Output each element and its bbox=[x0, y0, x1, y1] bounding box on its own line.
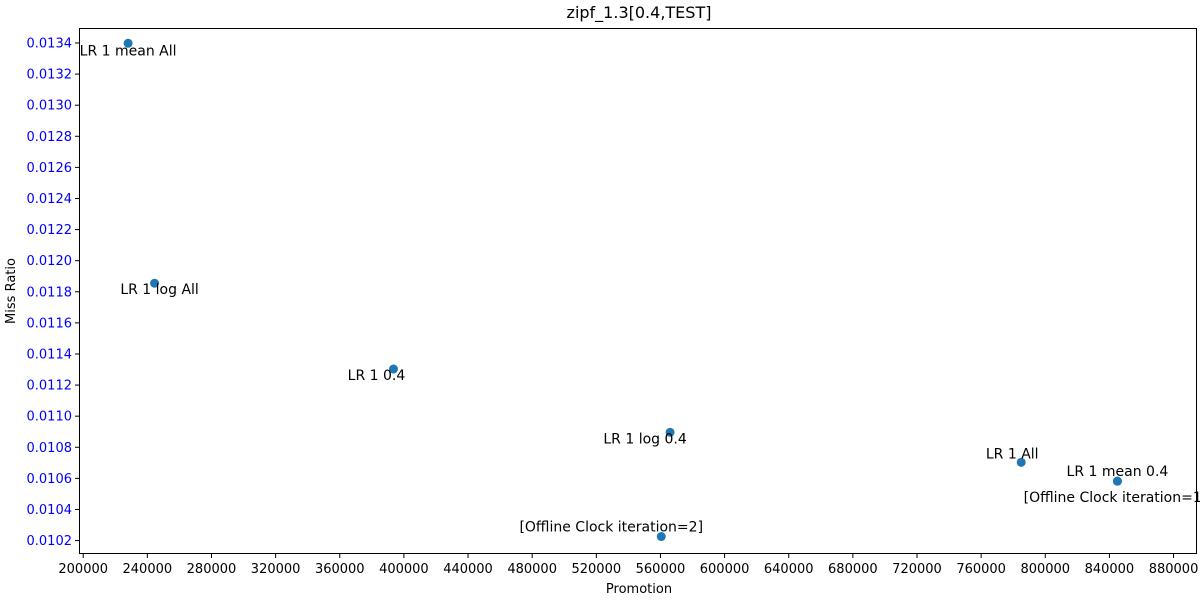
y-tick-label: 0.0108 bbox=[27, 441, 73, 456]
x-tick-label: 880000 bbox=[1149, 562, 1199, 577]
data-point bbox=[1016, 457, 1026, 467]
point-label: [Offline Clock iteration=1] bbox=[1024, 490, 1200, 506]
x-tick-label: 600000 bbox=[700, 562, 750, 577]
y-tick-label: 0.0124 bbox=[27, 192, 73, 207]
point-label: LR 1 All bbox=[986, 446, 1039, 462]
y-tick-label: 0.0120 bbox=[27, 254, 73, 269]
x-tick-label: 760000 bbox=[956, 562, 1006, 577]
y-tick-label: 0.0126 bbox=[27, 161, 73, 176]
point-label: LR 1 0.4 bbox=[348, 368, 406, 384]
y-tick-label: 0.0112 bbox=[27, 379, 73, 394]
y-tick-label: 0.0122 bbox=[27, 223, 73, 238]
x-tick-label: 680000 bbox=[828, 562, 878, 577]
y-axis-label: Miss Ratio bbox=[4, 258, 19, 324]
x-tick-label: 520000 bbox=[571, 562, 621, 577]
x-axis-label: Promotion bbox=[606, 582, 672, 597]
y-tick-label: 0.0114 bbox=[27, 347, 73, 362]
x-tick-label: 560000 bbox=[636, 562, 686, 577]
x-tick-label: 840000 bbox=[1085, 562, 1135, 577]
x-tick-label: 800000 bbox=[1020, 562, 1070, 577]
x-tick-label: 360000 bbox=[315, 562, 365, 577]
y-tick-label: 0.0116 bbox=[27, 316, 73, 331]
y-tick-label: 0.0134 bbox=[27, 36, 73, 51]
x-tick-label: 480000 bbox=[507, 562, 557, 577]
x-tick-label: 200000 bbox=[58, 562, 108, 577]
y-tick-label: 0.0104 bbox=[27, 503, 73, 518]
chart-title: zipf_1.3[0.4,TEST] bbox=[567, 3, 712, 23]
x-axis: 200000 240000 280000 320000 360000 400000 4400… bbox=[58, 553, 1198, 577]
plot-area-frame bbox=[79, 28, 1197, 554]
data-point bbox=[1112, 476, 1122, 486]
y-tick-label: 0.0102 bbox=[27, 534, 73, 549]
point-label: LR 1 mean 0.4 bbox=[1067, 464, 1169, 480]
y-axis: 0.0102 0.0104 0.0106 0.0108 0.0110 0.0112 0.01… bbox=[27, 36, 80, 549]
x-tick-label: 400000 bbox=[379, 562, 429, 577]
y-tick-label: 0.0132 bbox=[27, 68, 73, 83]
point-label: [Offline Clock iteration=2] bbox=[519, 520, 703, 536]
x-tick-label: 640000 bbox=[764, 562, 814, 577]
y-tick-label: 0.0130 bbox=[27, 99, 73, 114]
data-points bbox=[123, 38, 1122, 542]
y-tick-label: 0.0118 bbox=[27, 285, 73, 300]
x-tick-label: 440000 bbox=[443, 562, 493, 577]
point-label: LR 1 log All bbox=[120, 282, 198, 298]
point-label: LR 1 log 0.4 bbox=[603, 431, 686, 447]
point-label: LR 1 mean All bbox=[80, 43, 177, 59]
point-labels: LR 1 mean All LR 1 log All LR 1 0.4 LR 1 lo… bbox=[80, 43, 1200, 535]
x-tick-label: 720000 bbox=[892, 562, 942, 577]
x-tick-label: 320000 bbox=[251, 562, 301, 577]
data-point bbox=[656, 532, 666, 542]
data-point bbox=[150, 278, 160, 288]
y-tick-label: 0.0128 bbox=[27, 130, 73, 145]
x-tick-label: 280000 bbox=[187, 562, 237, 577]
data-point bbox=[123, 38, 133, 48]
data-point bbox=[665, 427, 675, 437]
data-point bbox=[388, 364, 398, 374]
y-tick-label: 0.0106 bbox=[27, 472, 73, 487]
x-tick-label: 240000 bbox=[123, 562, 173, 577]
y-tick-label: 0.0110 bbox=[27, 410, 73, 425]
